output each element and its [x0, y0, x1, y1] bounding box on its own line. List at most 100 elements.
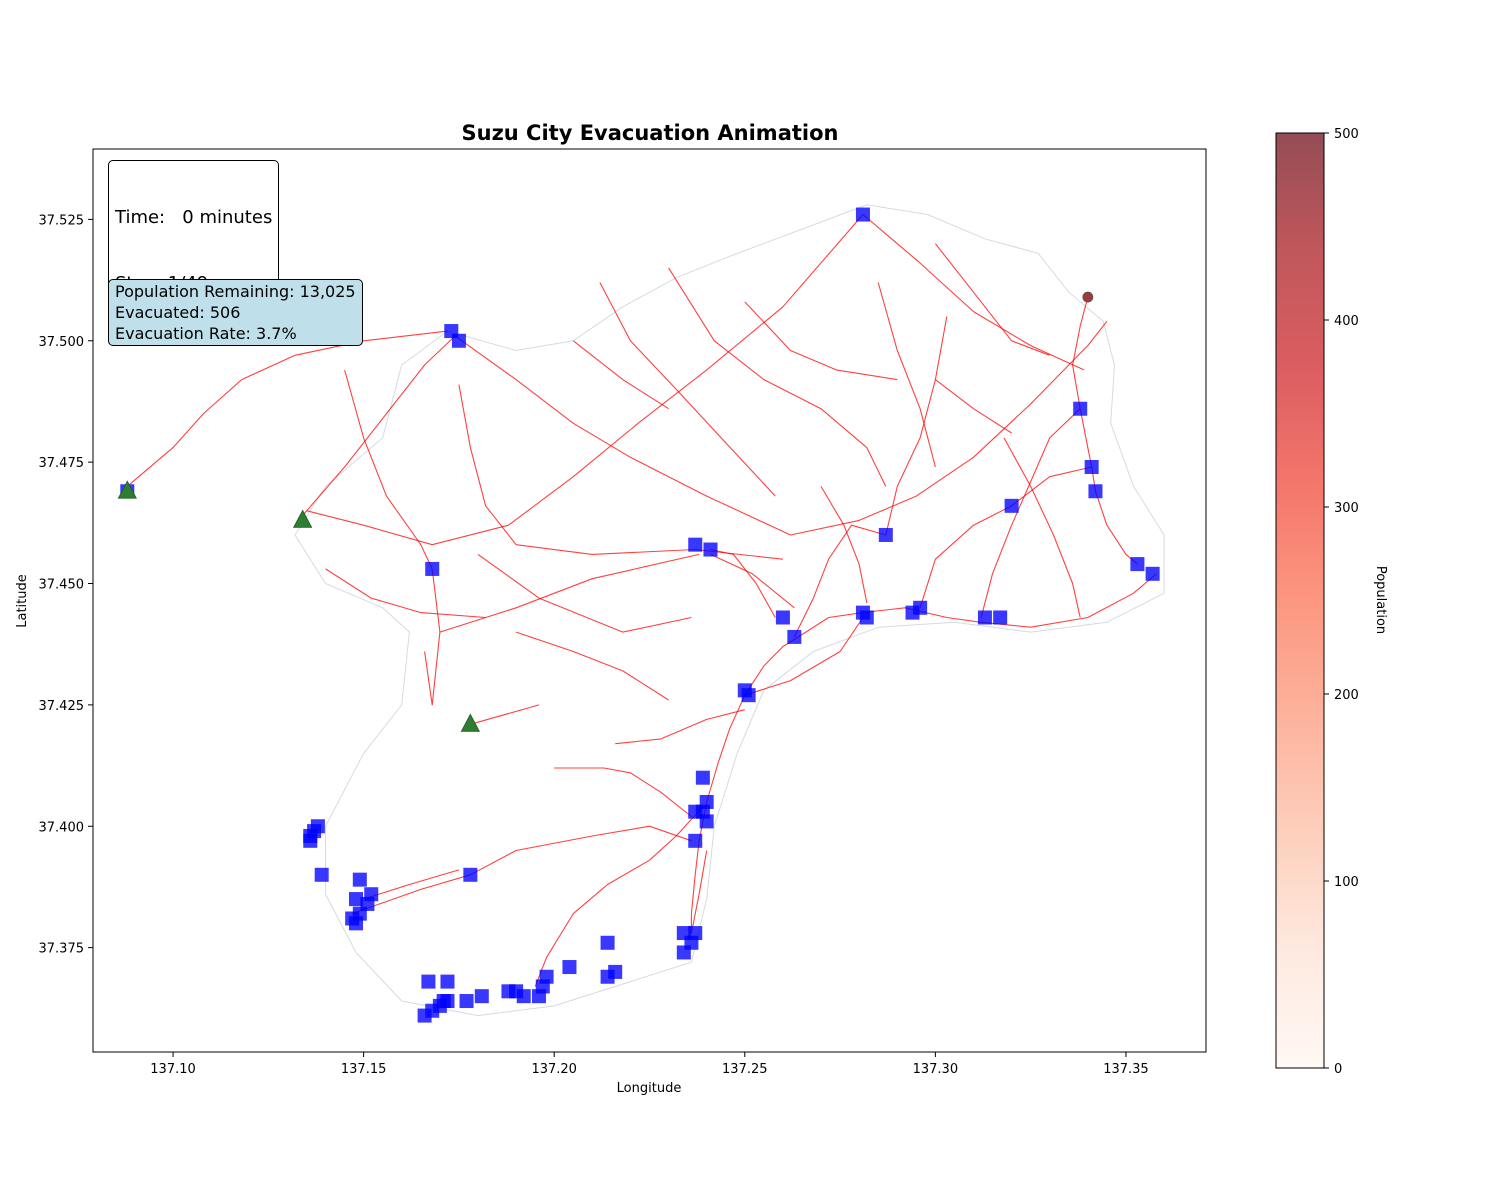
colorbar-frame: [1275, 132, 1325, 1069]
road-segment: [877, 282, 936, 468]
shelter-marker: [440, 974, 455, 989]
x-tick-label: 137.25: [722, 1062, 768, 1077]
road-segment: [980, 408, 1081, 618]
road-segment: [424, 568, 441, 706]
road-segment: [793, 524, 886, 638]
shelter-marker: [1073, 401, 1088, 416]
shelter-marker: [775, 610, 790, 625]
shelter-marker: [695, 770, 710, 785]
colorbar-label: Population: [1373, 566, 1388, 634]
evacuated-text: Evacuated: 506: [115, 303, 241, 322]
shelter-marker: [1145, 566, 1160, 581]
y-axis-label: Latitude: [15, 574, 30, 628]
road-segment: [862, 214, 1085, 371]
road-segment: [470, 704, 540, 725]
road-segment: [554, 767, 692, 817]
shelter-marker: [1004, 498, 1019, 513]
road-segment: [744, 617, 864, 696]
colorbar-axis: 0 100 200 300 400 500: [1324, 127, 1359, 1077]
colorbar-tick-label: 300: [1334, 501, 1359, 516]
x-tick-label: 137.10: [150, 1062, 196, 1077]
shelter-marker: [352, 872, 367, 887]
shelter-marker: [474, 989, 489, 1004]
road-segment: [344, 369, 433, 570]
y-tick-label: 37.425: [39, 699, 85, 714]
shelter-marker: [688, 804, 703, 819]
y-tick-label: 37.375: [39, 942, 85, 957]
road-segment: [363, 869, 460, 900]
road-segment: [439, 553, 700, 633]
road-segment: [668, 267, 887, 487]
y-tick-label: 37.475: [39, 456, 85, 471]
x-tick-label: 137.30: [913, 1062, 959, 1077]
shelter-marker: [688, 537, 703, 552]
shelter-marker: [600, 969, 615, 984]
road-segment: [302, 335, 456, 516]
exit-marker: [117, 480, 137, 499]
road-segment: [690, 850, 708, 934]
shelter-marker: [451, 333, 466, 348]
y-tick-label: 37.500: [39, 335, 85, 350]
road-segment: [885, 316, 948, 536]
shelter-marker: [349, 916, 364, 931]
x-tick-label: 137.20: [531, 1062, 577, 1077]
shelter-marker: [1130, 557, 1145, 572]
shelter-marker: [425, 561, 440, 576]
x-tick-label: 137.15: [341, 1062, 387, 1077]
road-segment: [615, 709, 745, 745]
road-segment: [352, 825, 692, 915]
shelter-marker: [703, 542, 718, 557]
shelter-marker: [562, 960, 577, 975]
shelter-marker: [349, 892, 364, 907]
shelters-layer: [120, 207, 1160, 1023]
shelter-marker: [463, 867, 478, 882]
colorbar-tick-label: 0: [1334, 1062, 1342, 1077]
population-remaining-text: Population Remaining: 13,025: [115, 282, 356, 301]
colorbar-tick-label: 400: [1334, 314, 1359, 329]
shelter-marker: [1088, 484, 1103, 499]
shelter-marker: [600, 935, 615, 950]
shelter-marker: [855, 207, 870, 222]
evacuation-rate-text: Evacuation Rate: 3.7%: [115, 324, 297, 343]
shelter-marker: [676, 945, 691, 960]
time-text: Time: 0 minutes: [115, 207, 273, 228]
shelter-marker: [859, 610, 874, 625]
road-segment: [1072, 296, 1089, 409]
shelter-marker: [878, 527, 893, 542]
x-axis-label: Longitude: [617, 1081, 682, 1096]
shelter-marker: [977, 610, 992, 625]
colorbar-tick-label: 100: [1334, 875, 1359, 890]
road-segment: [934, 243, 1050, 356]
road-segment: [306, 214, 864, 546]
shelter-marker: [421, 974, 436, 989]
population-layer: [1082, 291, 1094, 303]
population-point: [1082, 291, 1094, 303]
plot-frame: [92, 148, 1207, 1053]
shelter-marker: [314, 867, 329, 882]
road-segment: [935, 379, 1012, 434]
shelter-marker: [688, 833, 703, 848]
road-segment: [710, 548, 776, 618]
x-tick-label: 137.35: [1103, 1062, 1149, 1077]
stats-info-box: Population Remaining: 13,025 Evacuated: …: [108, 279, 363, 346]
road-segment: [126, 330, 448, 487]
road-segment: [515, 631, 669, 701]
road-segment: [710, 553, 795, 609]
chart-title: Suzu City Evacuation Animation: [462, 121, 839, 145]
y-tick-label: 37.400: [39, 820, 85, 835]
colorbar: [1276, 133, 1324, 1068]
road-segment: [744, 573, 1157, 696]
y-tick-label: 37.450: [39, 578, 85, 593]
shelter-marker: [459, 994, 474, 1009]
shelter-marker: [516, 989, 531, 1004]
y-tick-label: 37.525: [39, 213, 85, 228]
region-outline-layer: [294, 204, 1165, 1017]
road-segment: [325, 568, 486, 619]
shelter-marker: [913, 600, 928, 615]
shelter-marker: [737, 683, 752, 698]
exit-marker: [292, 509, 313, 528]
shelter-marker: [303, 833, 318, 848]
road-segment: [744, 301, 898, 381]
plot-layers: [117, 204, 1165, 1023]
shelter-marker: [1084, 459, 1099, 474]
